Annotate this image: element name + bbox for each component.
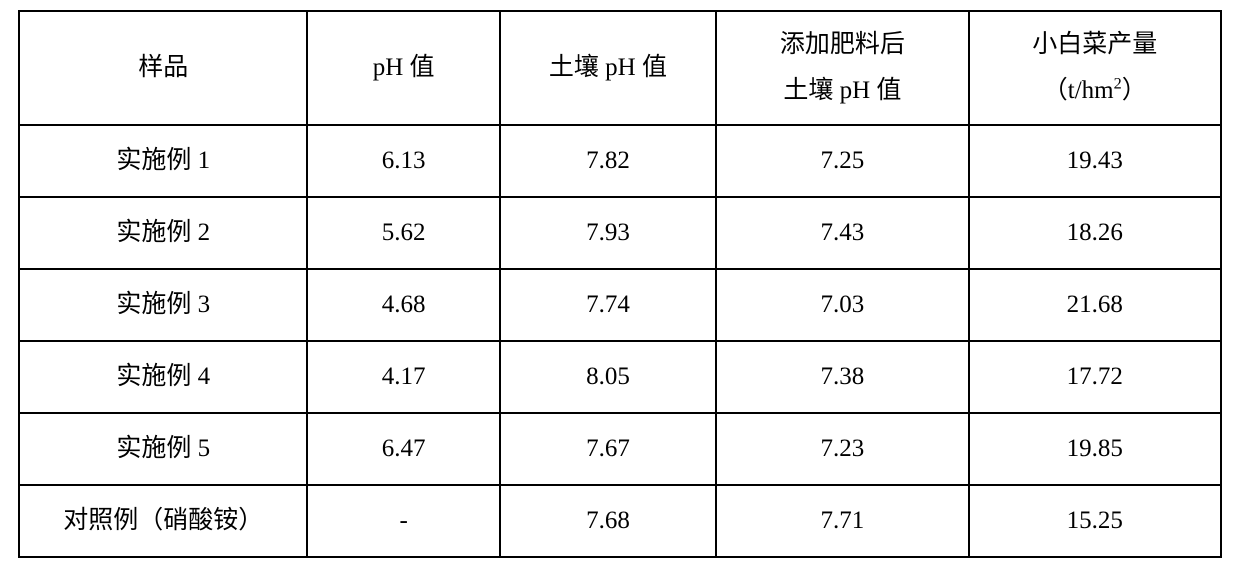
table-row: 实施例 3 4.68 7.74 7.03 21.68 [19,269,1221,341]
data-table: 样品 pH 值 土壤 pH 值 添加肥料后 土壤 pH 值 小白菜产量 （t/h… [18,10,1222,558]
header-ph: pH 值 [307,11,499,125]
cell-sample: 实施例 1 [19,125,307,197]
table-row: 实施例 5 6.47 7.67 7.23 19.85 [19,413,1221,485]
cell-yield: 15.25 [969,485,1221,557]
cell-sample: 对照例（硝酸铵） [19,485,307,557]
cell-sample: 实施例 4 [19,341,307,413]
cell-soil-ph-after: 7.71 [716,485,968,557]
cell-soil-ph-after: 7.25 [716,125,968,197]
table-row: 实施例 1 6.13 7.82 7.25 19.43 [19,125,1221,197]
header-yield: 小白菜产量 （t/hm2） [969,11,1221,125]
table-row: 对照例（硝酸铵） - 7.68 7.71 15.25 [19,485,1221,557]
cell-sample: 实施例 3 [19,269,307,341]
header-yield-line1: 小白菜产量 [1032,29,1157,62]
cell-ph: - [307,485,499,557]
cell-yield: 19.85 [969,413,1221,485]
table-row: 实施例 4 4.17 8.05 7.38 17.72 [19,341,1221,413]
table-container: 样品 pH 值 土壤 pH 值 添加肥料后 土壤 pH 值 小白菜产量 （t/h… [0,0,1240,568]
cell-sample: 实施例 5 [19,413,307,485]
cell-ph: 6.47 [307,413,499,485]
cell-yield: 19.43 [969,125,1221,197]
header-soil-ph-after-line1: 添加肥料后 [780,29,905,62]
cell-yield: 21.68 [969,269,1221,341]
cell-soil-ph: 8.05 [500,341,716,413]
cell-soil-ph: 7.82 [500,125,716,197]
cell-soil-ph-after: 7.43 [716,197,968,269]
cell-soil-ph-after: 7.23 [716,413,968,485]
cell-soil-ph: 7.93 [500,197,716,269]
cell-sample: 实施例 2 [19,197,307,269]
cell-yield: 17.72 [969,341,1221,413]
header-soil-ph-after-line2: 土壤 pH 值 [783,75,901,108]
cell-ph: 4.68 [307,269,499,341]
header-sample: 样品 [19,11,307,125]
header-soil-ph: 土壤 pH 值 [500,11,716,125]
cell-soil-ph-after: 7.38 [716,341,968,413]
table-header-row: 样品 pH 值 土壤 pH 值 添加肥料后 土壤 pH 值 小白菜产量 （t/h… [19,11,1221,125]
cell-ph: 6.13 [307,125,499,197]
cell-ph: 4.17 [307,341,499,413]
cell-soil-ph-after: 7.03 [716,269,968,341]
cell-ph: 5.62 [307,197,499,269]
header-soil-ph-after: 添加肥料后 土壤 pH 值 [716,11,968,125]
cell-soil-ph: 7.68 [500,485,716,557]
table-row: 实施例 2 5.62 7.93 7.43 18.26 [19,197,1221,269]
cell-yield: 18.26 [969,197,1221,269]
cell-soil-ph: 7.67 [500,413,716,485]
cell-soil-ph: 7.74 [500,269,716,341]
header-yield-line2: （t/hm2） [1043,75,1147,108]
